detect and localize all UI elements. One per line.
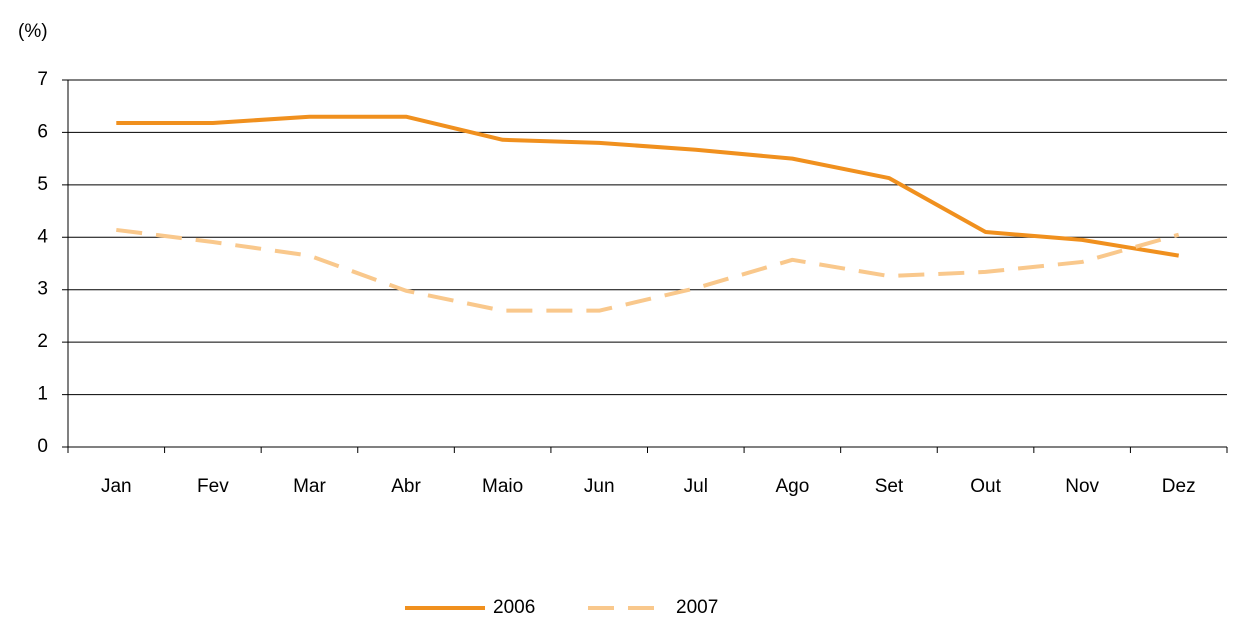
y-tick-label: 6 [37, 121, 48, 142]
x-tick-label: Abr [391, 476, 421, 497]
x-tick-label: Jun [584, 476, 615, 497]
line-series [116, 227, 1180, 313]
y-tick-label: 2 [37, 331, 48, 352]
legend-label: 2007 [676, 597, 718, 618]
x-tick-label: Set [875, 476, 904, 497]
y-tick-label: 5 [37, 174, 48, 195]
x-tick-label: Fev [197, 476, 229, 497]
x-tick-label: Dez [1162, 476, 1196, 497]
y-tick-label: 0 [37, 436, 48, 457]
x-tick-label: Jul [684, 476, 708, 497]
y-tick-label: 3 [37, 279, 48, 300]
y-axis-label: (%) [18, 21, 48, 42]
x-tick-label: Nov [1065, 476, 1099, 497]
y-tick-label: 4 [37, 226, 48, 247]
x-tick-label: Ago [775, 476, 809, 497]
legend-label: 2006 [493, 597, 535, 618]
x-tick-label: Out [970, 476, 1001, 497]
x-tick-label: Jan [101, 476, 132, 497]
y-tick-label: 7 [37, 69, 48, 90]
y-tick-label: 1 [37, 384, 48, 405]
line-series [116, 114, 1180, 258]
x-tick-label: Mar [293, 476, 326, 497]
x-tick-label: Maio [482, 476, 523, 497]
